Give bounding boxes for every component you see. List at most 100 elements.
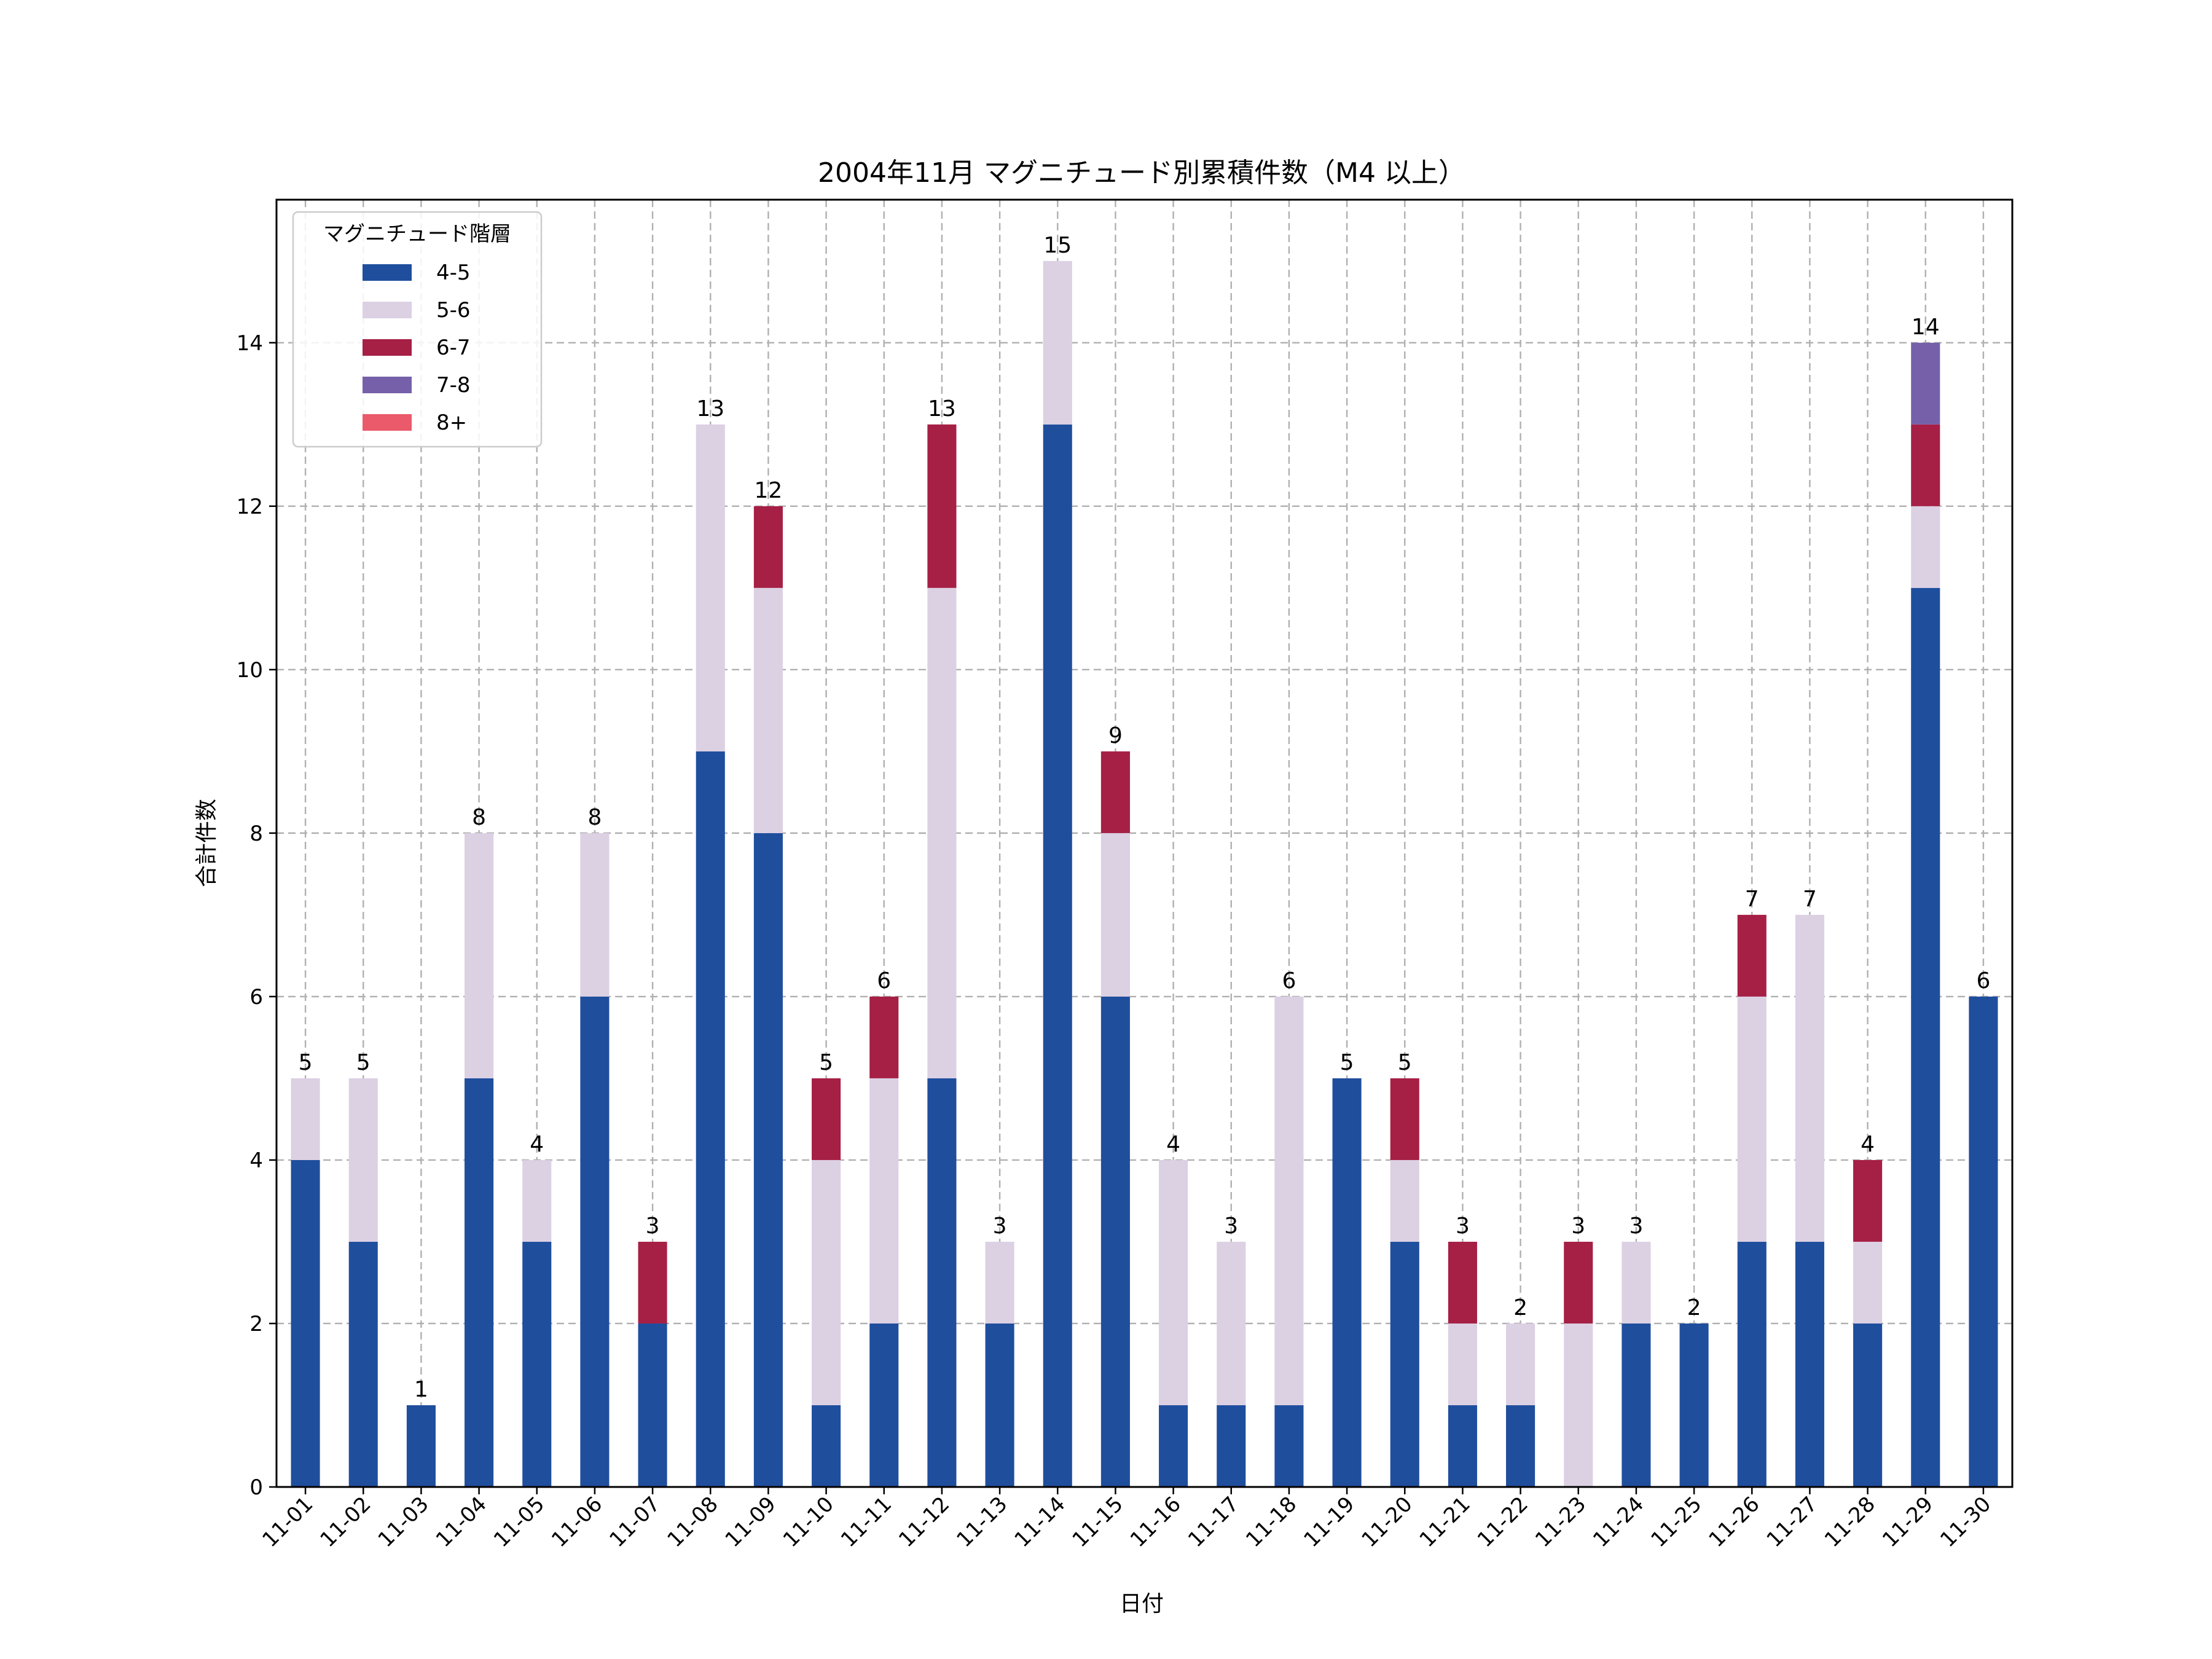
bar-11-18-series-1 [1274,996,1304,1405]
x-tick-label-16: 11-17 [1183,1492,1244,1552]
y-tick-label-6: 12 [237,495,263,519]
total-label-11-30: 6 [1976,968,1990,994]
x-tick-label-14: 11-15 [1068,1492,1128,1552]
bar-11-21-series-2 [1448,1241,1477,1324]
y-tick-label-3: 6 [249,985,263,1010]
bar-11-09-series-2 [753,506,783,588]
x-tick-label-19: 11-20 [1357,1492,1417,1552]
bar-11-09-series-0 [753,833,783,1487]
x-tick-label-8: 11-09 [721,1492,781,1552]
x-tick-label-21: 11-22 [1473,1492,1533,1552]
bar-11-08-series-1 [696,424,725,751]
total-label-11-19: 5 [1340,1050,1354,1075]
y-tick-label-5: 10 [237,658,263,683]
x-tick-label-13: 11-14 [1010,1492,1070,1552]
x-axis-label: 日付 [1120,1591,1164,1617]
total-label-11-14: 15 [1043,233,1072,258]
bar-11-20-series-0 [1390,1241,1419,1487]
bar-11-15-series-1 [1100,833,1130,997]
legend-swatch-1 [363,302,412,318]
total-label-11-16: 4 [1166,1132,1180,1157]
x-tick-label-28: 11-29 [1878,1492,1938,1552]
x-tick-label-26: 11-27 [1762,1492,1822,1552]
y-tick-label-4: 8 [249,822,263,846]
bar-11-30-series-0 [1969,996,1998,1487]
x-tick-label-24: 11-25 [1646,1492,1706,1552]
bar-11-22-series-0 [1506,1405,1535,1487]
y-tick-label-2: 4 [249,1148,263,1173]
total-label-11-08: 13 [696,396,724,422]
total-label-11-21: 3 [1456,1214,1470,1239]
bar-11-29-series-2 [1911,424,1940,506]
total-label-11-03: 1 [414,1377,428,1402]
total-labels: 5 5 1 8 4 8 3 13 12 5 6 13 3 15 9 4 3 6 5 5 3 2 3 3 2 7 7 4 14 6 [299,233,1991,1402]
bar-11-24-series-1 [1622,1241,1651,1324]
legend-label-0: 4-5 [436,261,471,285]
bar-11-20-series-2 [1390,1078,1419,1160]
bar-11-23-series-1 [1564,1323,1593,1487]
bar-11-15-series-2 [1100,751,1130,833]
total-label-11-23: 3 [1571,1214,1585,1239]
bar-11-28-series-2 [1853,1159,1883,1242]
total-label-11-15: 9 [1108,723,1123,748]
plot-frame [275,198,2014,1488]
bar-11-01-series-1 [291,1078,320,1160]
bar-11-17-series-0 [1217,1405,1246,1487]
total-label-11-24: 3 [1629,1214,1643,1239]
total-label-11-22: 2 [1513,1295,1528,1320]
bar-11-24-series-0 [1622,1323,1651,1487]
bar-11-10-series-1 [812,1159,841,1405]
bar-11-11-series-2 [869,996,899,1078]
legend-label-2: 6-7 [436,335,471,360]
bar-11-04-series-1 [465,833,494,1078]
legend-swatch-3 [363,377,412,393]
x-tick-label-29: 11-30 [1936,1492,1996,1552]
legend-swatch-0 [363,264,412,281]
total-label-11-09: 12 [755,478,783,503]
legend-label-1: 5-6 [436,298,471,323]
chart-title: 2004年11月 マグニチュード別累積件数（M4 以上） [818,157,1465,189]
total-label-11-05: 4 [530,1132,544,1157]
bar-11-01-series-0 [291,1159,320,1487]
y-axis-label: 合計件数 [194,799,219,887]
x-tick-label-0: 11-01 [257,1492,318,1552]
bar-11-07-series-2 [638,1241,667,1324]
bar-segments [291,261,1998,1487]
x-tick-label-12: 11-13 [952,1492,1012,1552]
total-label-11-11: 6 [877,968,891,994]
bar-11-17-series-1 [1217,1241,1246,1405]
legend: マグニチュード階層 4-5 5-6 6-7 7-8 8+ [292,211,543,448]
legend-label-3: 7-8 [436,373,471,398]
legend-swatch-4 [363,414,412,431]
total-label-11-12: 13 [928,396,956,422]
total-label-11-25: 2 [1687,1295,1701,1320]
bar-11-21-series-0 [1448,1405,1477,1487]
x-tick-label-2: 11-03 [374,1492,434,1552]
bar-11-26-series-2 [1737,914,1767,997]
x-tick-label-27: 11-28 [1820,1492,1880,1552]
bar-11-28-series-1 [1853,1241,1883,1324]
legend-box [292,211,543,448]
bar-11-02-series-1 [348,1078,378,1242]
bar-11-14-series-1 [1043,261,1072,425]
bar-11-14-series-0 [1043,424,1072,1487]
bar-11-08-series-0 [696,751,725,1487]
x-tick-label-18: 11-19 [1299,1492,1359,1552]
bar-11-12-series-2 [927,424,957,588]
y-tick-label-1: 2 [249,1312,263,1336]
x-tick-label-4: 11-05 [489,1492,549,1552]
bar-11-22-series-1 [1506,1323,1535,1405]
total-label-11-13: 3 [993,1214,1007,1239]
x-axis: 11-0111-0211-0311-0411-0511-0611-0711-08… [257,1487,1996,1552]
total-label-11-26: 7 [1745,887,1759,912]
total-label-11-04: 8 [472,805,486,830]
bar-11-07-series-0 [638,1323,667,1487]
bar-11-03-series-0 [406,1405,436,1487]
bar-11-09-series-1 [753,587,783,833]
x-tick-label-10: 11-11 [836,1492,896,1552]
x-tick-label-1: 11-02 [315,1492,375,1552]
bar-11-02-series-0 [348,1241,378,1487]
legend-swatch-2 [363,339,412,356]
bar-11-20-series-1 [1390,1159,1419,1242]
bar-11-21-series-1 [1448,1323,1477,1405]
